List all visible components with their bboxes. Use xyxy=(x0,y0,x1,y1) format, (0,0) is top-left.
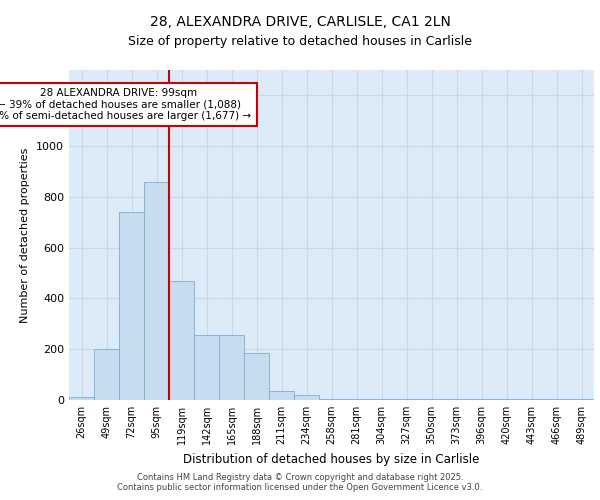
Bar xyxy=(319,398,344,400)
Text: Contains HM Land Registry data © Crown copyright and database right 2025.
Contai: Contains HM Land Registry data © Crown c… xyxy=(118,473,482,492)
Bar xyxy=(219,336,244,400)
Y-axis label: Number of detached properties: Number of detached properties xyxy=(20,148,31,322)
Bar xyxy=(569,398,594,400)
Bar xyxy=(144,182,169,400)
Text: 28, ALEXANDRA DRIVE, CARLISLE, CA1 2LN: 28, ALEXANDRA DRIVE, CARLISLE, CA1 2LN xyxy=(149,15,451,29)
Bar xyxy=(69,398,94,400)
Bar xyxy=(169,280,194,400)
Bar xyxy=(194,336,219,400)
Bar xyxy=(269,391,294,400)
Bar xyxy=(94,349,119,400)
Bar xyxy=(119,212,144,400)
Bar xyxy=(344,398,369,400)
Text: Size of property relative to detached houses in Carlisle: Size of property relative to detached ho… xyxy=(128,35,472,48)
Text: 28 ALEXANDRA DRIVE: 99sqm
← 39% of detached houses are smaller (1,088)
61% of se: 28 ALEXANDRA DRIVE: 99sqm ← 39% of detac… xyxy=(0,88,251,121)
X-axis label: Distribution of detached houses by size in Carlisle: Distribution of detached houses by size … xyxy=(184,452,479,466)
Bar xyxy=(294,395,319,400)
Bar xyxy=(369,398,394,400)
Bar xyxy=(244,353,269,400)
